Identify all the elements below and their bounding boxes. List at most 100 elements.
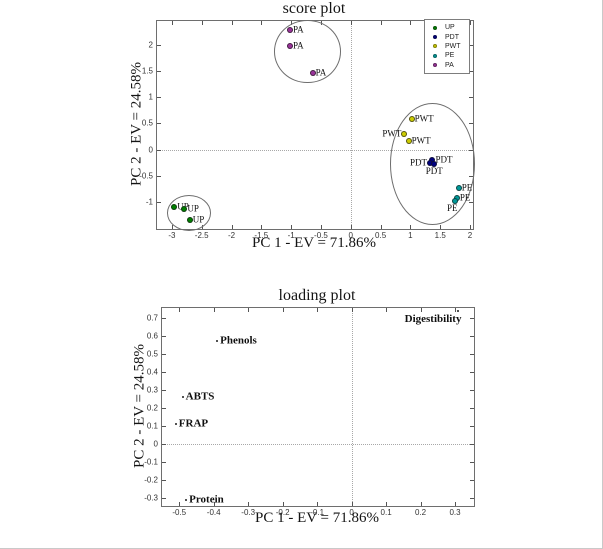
y-tick-label: -0.2: [144, 475, 158, 485]
y-tick-mark: [162, 317, 166, 319]
x-tick-label: -1: [287, 231, 295, 240]
data-point-ABTS: [181, 396, 184, 399]
y-tick-mark: [162, 335, 166, 337]
legend-label: PDT: [445, 33, 459, 41]
cluster-ellipse: [274, 19, 341, 83]
x-tick-mark: [470, 21, 472, 25]
x-tick-mark: [282, 308, 284, 312]
legend-label: UP: [445, 24, 455, 32]
loading-plot-title: loading plot: [278, 287, 356, 304]
data-point-UP: [186, 217, 193, 224]
y-tick-label: 0.2: [146, 403, 158, 413]
point-label: PDT: [435, 154, 453, 165]
legend-item: PWT: [433, 42, 469, 51]
y-tick-mark: [470, 335, 474, 337]
y-tick-mark: [469, 97, 473, 99]
x-tick-label: -0.5: [314, 231, 328, 240]
y-tick-mark: [470, 389, 474, 391]
y-tick-label: 0.7: [146, 313, 158, 323]
y-tick-mark: [162, 461, 166, 463]
x-tick-mark: [350, 225, 352, 229]
x-tick-mark: [179, 502, 181, 506]
x-tick-mark: [380, 225, 382, 229]
y-tick-mark: [162, 425, 166, 427]
x-tick-mark: [213, 502, 215, 506]
pwt-legend-marker-icon: [433, 44, 437, 49]
legend-item: PDT: [433, 32, 469, 41]
y-tick-mark: [470, 461, 474, 463]
y-tick-mark: [162, 371, 166, 373]
y-tick-mark: [157, 201, 161, 203]
point-label: PDT: [425, 166, 443, 177]
y-tick-label: 0.4: [146, 367, 158, 377]
x-tick-mark: [420, 308, 422, 312]
score-plot-area: -3 -2.5 -2 -1.5 -1 -0.5 0 0.5 1 1.5 2 -1 -0.5 0 0.5 1 1.…: [139, 19, 475, 240]
x-tick-mark: [351, 502, 353, 506]
legend-item: PE: [433, 51, 469, 60]
pa-legend-marker-icon: [433, 63, 437, 68]
x-tick-mark: [317, 308, 319, 312]
x-tick-label: -2: [227, 231, 236, 240]
x-tick-mark: [351, 308, 353, 312]
data-point-PWT: [408, 116, 415, 123]
zero-line-vertical: [350, 21, 352, 229]
x-tick-label: -0.2: [275, 508, 290, 517]
point-label: PA: [315, 67, 327, 78]
data-point-Protein: [185, 498, 188, 501]
y-tick-mark: [470, 497, 474, 499]
pe-legend-marker-icon: [433, 53, 437, 58]
zero-line-vertical: [351, 308, 353, 506]
legend-item: PA: [433, 61, 469, 70]
pdt-legend-marker-icon: [433, 35, 437, 40]
x-tick-mark: [291, 225, 293, 229]
x-tick-label: -0.1: [310, 508, 325, 517]
y-tick-mark: [469, 71, 473, 73]
y-tick-label: -1: [145, 197, 153, 207]
data-point-PWT: [401, 131, 408, 138]
y-tick-label: 2: [148, 40, 153, 50]
x-tick-mark: [201, 21, 203, 25]
y-tick-label: 1.5: [141, 66, 153, 76]
y-tick-mark: [470, 371, 474, 373]
y-tick-mark: [470, 317, 474, 319]
legend-label: PWT: [445, 42, 461, 50]
y-tick-mark: [157, 71, 161, 73]
y-tick-mark: [162, 389, 166, 391]
point-label: UP: [187, 203, 199, 214]
x-tick-mark: [320, 225, 322, 229]
y-tick-label: 0: [153, 439, 158, 449]
y-tick-label: 0.6: [146, 331, 158, 341]
x-tick-mark: [317, 502, 319, 506]
y-tick-label: -0.1: [144, 457, 158, 467]
legend: UP PDT PWT PE PA: [424, 19, 470, 74]
x-tick-mark: [410, 225, 412, 229]
x-tick-mark: [171, 21, 173, 25]
x-tick-mark: [380, 21, 382, 25]
x-tick-mark: [470, 225, 472, 229]
y-tick-mark: [162, 443, 166, 445]
y-tick-mark: [157, 149, 161, 151]
y-tick-mark: [470, 353, 474, 355]
x-tick-mark: [231, 225, 233, 229]
point-label: FRAP: [178, 417, 209, 430]
x-tick-label: -0.4: [206, 508, 221, 517]
data-point-UP: [181, 206, 188, 213]
data-point-PDT: [431, 161, 438, 168]
x-tick-mark: [455, 308, 457, 312]
data-point-PA: [286, 42, 293, 49]
y-tick-mark: [157, 123, 161, 125]
x-tick-label: 2: [467, 231, 473, 240]
x-tick-label: -3: [168, 231, 176, 240]
x-tick-label: -1.5: [254, 231, 269, 240]
y-tick-mark: [162, 479, 166, 481]
y-tick-mark: [469, 45, 473, 47]
data-point-PA: [286, 27, 293, 34]
point-label: PA: [292, 24, 304, 35]
point-label: PWT: [382, 128, 402, 139]
y-tick-mark: [470, 479, 474, 481]
y-tick-mark: [162, 497, 166, 499]
legend-label: PE: [445, 52, 455, 60]
y-tick-mark: [470, 425, 474, 427]
point-label: PE: [447, 203, 458, 214]
